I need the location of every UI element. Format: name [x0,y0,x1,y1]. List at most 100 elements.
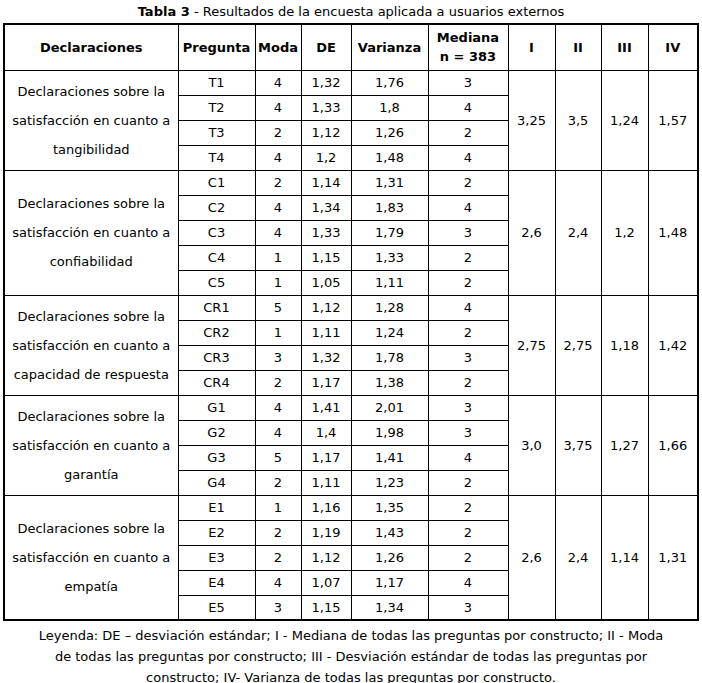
cell-de: 1,15 [301,595,351,620]
cell-pregunta: C1 [178,170,255,195]
col-header-declaraciones: Declaraciones [4,24,178,70]
cell-stat-iii: 1,27 [601,395,648,495]
cell-mediana: 2 [428,495,508,520]
table-title-text: - Resultados de la encuesta aplicada a u… [190,4,565,19]
cell-pregunta: E2 [178,520,255,545]
cell-stat-iii: 1,24 [601,70,648,170]
cell-varianza: 1,76 [351,70,428,95]
cell-moda: 5 [255,445,301,470]
table-row: Declaraciones sobre la satisfacción en c… [4,395,698,420]
cell-moda: 4 [255,195,301,220]
cell-de: 1,33 [301,95,351,120]
table-row: Declaraciones sobre la satisfacción en c… [4,170,698,195]
cell-mediana: 2 [428,545,508,570]
cell-mediana: 2 [428,370,508,395]
cell-moda: 2 [255,370,301,395]
cell-varianza: 1,24 [351,320,428,345]
cell-moda: 4 [255,70,301,95]
cell-de: 1,17 [301,370,351,395]
cell-pregunta: C5 [178,270,255,295]
cell-varianza: 1,35 [351,495,428,520]
cell-moda: 5 [255,295,301,320]
page: Tabla 3 - Resultados de la encuesta apli… [0,0,702,683]
table-title: Tabla 3 - Resultados de la encuesta apli… [0,0,702,23]
cell-mediana: 3 [428,345,508,370]
cell-pregunta: G1 [178,395,255,420]
cell-pregunta: CR2 [178,320,255,345]
cell-moda: 4 [255,95,301,120]
col-header-de: DE [301,24,351,70]
cell-varianza: 1,43 [351,520,428,545]
cell-varianza: 1,17 [351,570,428,595]
col-header-varianza: Varianza [351,24,428,70]
cell-varianza: 2,01 [351,395,428,420]
cell-stat-ii: 2,75 [555,295,601,395]
cell-moda: 4 [255,570,301,595]
cell-de: 1,34 [301,195,351,220]
cell-de: 1,12 [301,545,351,570]
cell-varianza: 1,83 [351,195,428,220]
cell-mediana: 4 [428,195,508,220]
cell-mediana: 4 [428,295,508,320]
cell-varianza: 1,48 [351,145,428,170]
cell-pregunta: C2 [178,195,255,220]
cell-pregunta: G4 [178,470,255,495]
cell-moda: 4 [255,395,301,420]
construct-label-empatia: Declaraciones sobre la satisfacción en c… [4,495,178,620]
cell-de: 1,19 [301,520,351,545]
cell-pregunta: CR1 [178,295,255,320]
cell-stat-i: 3,25 [508,70,555,170]
cell-pregunta: E4 [178,570,255,595]
cell-varianza: 1,26 [351,545,428,570]
cell-de: 1,11 [301,470,351,495]
cell-stat-iv: 1,42 [648,295,698,395]
cell-de: 1,32 [301,345,351,370]
cell-stat-iii: 1,2 [601,170,648,295]
cell-de: 1,32 [301,70,351,95]
col-header-moda: Moda [255,24,301,70]
construct-label-tangibilidad: Declaraciones sobre la satisfacción en c… [4,70,178,170]
col-header-mediana-line1: Mediana [429,28,508,47]
cell-pregunta: C3 [178,220,255,245]
cell-pregunta: G2 [178,420,255,445]
cell-pregunta: T1 [178,70,255,95]
cell-mediana: 2 [428,245,508,270]
cell-mediana: 2 [428,320,508,345]
cell-mediana: 4 [428,445,508,470]
cell-stat-iv: 1,31 [648,495,698,620]
cell-pregunta: T4 [178,145,255,170]
cell-stat-ii: 2,4 [555,495,601,620]
cell-varianza: 1,26 [351,120,428,145]
table-row: Declaraciones sobre la satisfacción en c… [4,295,698,320]
cell-moda: 1 [255,245,301,270]
cell-mediana: 3 [428,420,508,445]
cell-pregunta: T3 [178,120,255,145]
col-header-mediana: Mediana n = 383 [428,24,508,70]
cell-pregunta: E1 [178,495,255,520]
cell-varianza: 1,33 [351,245,428,270]
cell-de: 1,12 [301,295,351,320]
cell-moda: 1 [255,495,301,520]
construct-label-capacidad-respuesta: Declaraciones sobre la satisfacción en c… [4,295,178,395]
cell-stat-ii: 3,5 [555,70,601,170]
cell-moda: 4 [255,420,301,445]
cell-varianza: 1,28 [351,295,428,320]
results-table: Declaraciones Pregunta Moda DE Varianza … [3,23,699,621]
table-legend: Leyenda: DE – desviación estándar; I - M… [33,625,669,683]
cell-pregunta: E5 [178,595,255,620]
cell-pregunta: CR4 [178,370,255,395]
cell-stat-i: 2,6 [508,495,555,620]
cell-moda: 2 [255,470,301,495]
cell-varianza: 1,23 [351,470,428,495]
cell-stat-i: 2,75 [508,295,555,395]
cell-moda: 2 [255,545,301,570]
cell-stat-iii: 1,14 [601,495,648,620]
cell-moda: 2 [255,520,301,545]
cell-varianza: 1,34 [351,595,428,620]
col-header-pregunta: Pregunta [178,24,255,70]
cell-stat-iv: 1,48 [648,170,698,295]
cell-stat-i: 2,6 [508,170,555,295]
cell-de: 1,41 [301,395,351,420]
cell-moda: 3 [255,595,301,620]
col-header-i: I [508,24,555,70]
